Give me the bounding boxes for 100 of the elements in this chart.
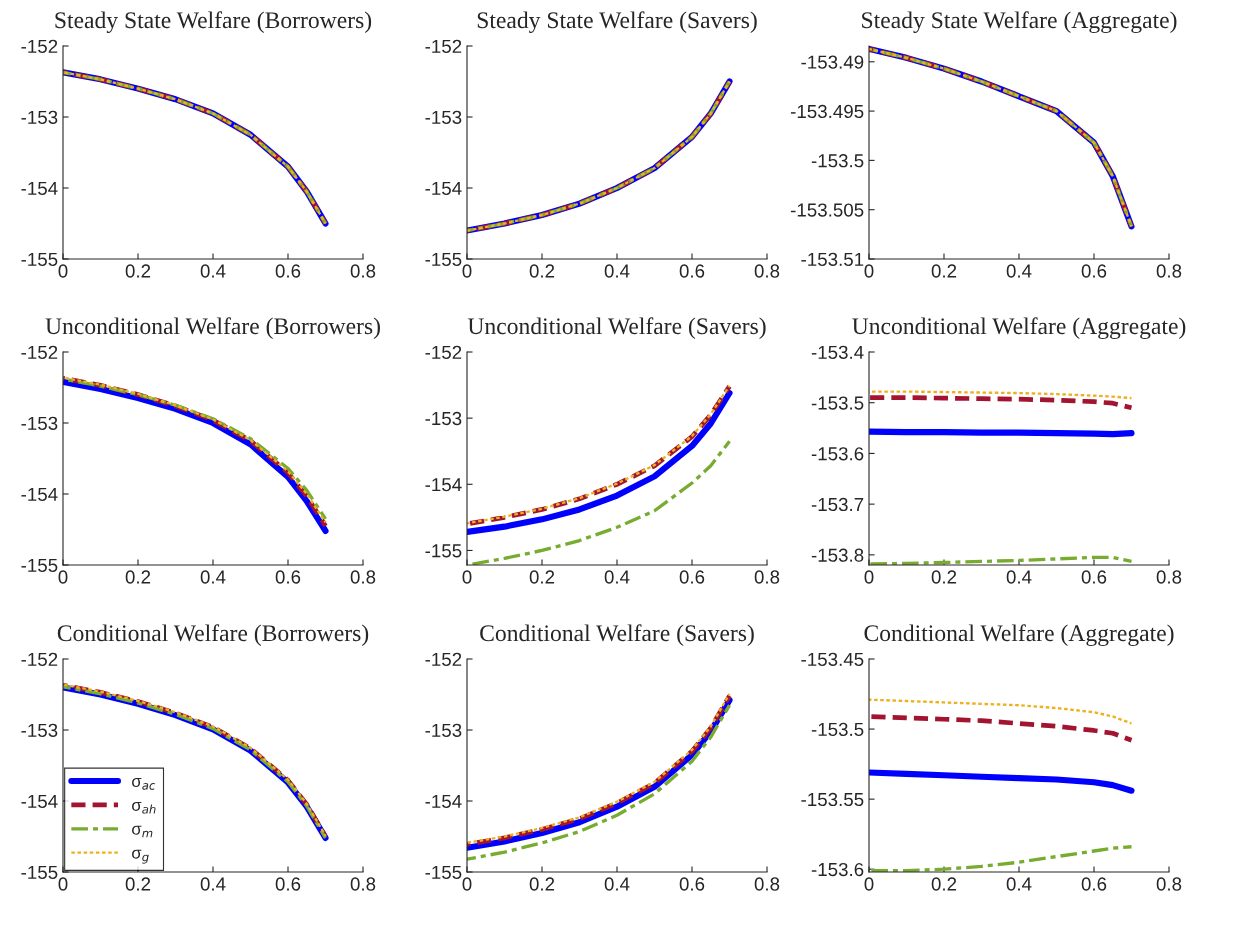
x-tick-label: 0.8 bbox=[350, 570, 376, 584]
x-tick-label: 0 bbox=[462, 877, 472, 891]
y-tick-label: -153.55 bbox=[801, 792, 864, 807]
x-tick-label: 0.2 bbox=[529, 570, 555, 584]
x-tick-label: 0.4 bbox=[200, 877, 226, 891]
y-tick-label: -153.4 bbox=[811, 345, 864, 359]
x-tick-label: 0.4 bbox=[604, 264, 630, 278]
x-tick-label: 0.6 bbox=[679, 264, 705, 278]
line-series bbox=[869, 714, 1134, 743]
y-tick-label: -153.51 bbox=[801, 252, 864, 266]
x-tick-label: 0.8 bbox=[1156, 877, 1182, 891]
y-tick-label: -152 bbox=[21, 345, 58, 359]
y-tick-label: -153 bbox=[21, 723, 58, 737]
y-tick-label: -153.49 bbox=[801, 55, 864, 69]
y-tick-label: -153.8 bbox=[811, 548, 864, 562]
y-tick-label: -153 bbox=[21, 110, 58, 124]
y-tick-label: -155 bbox=[425, 865, 462, 879]
x-tick-label: 0.6 bbox=[1081, 570, 1107, 584]
x-tick-label: 0 bbox=[864, 570, 874, 584]
x-tick-label: 0.4 bbox=[200, 570, 226, 584]
y-tick-label: -153.505 bbox=[790, 203, 864, 217]
x-tick-label: 0.8 bbox=[754, 570, 780, 584]
x-tick-label: 0.2 bbox=[125, 264, 151, 278]
x-tick-label: 0.6 bbox=[679, 877, 705, 891]
y-tick-label: -152 bbox=[425, 345, 462, 359]
y-tick-label: -153.5 bbox=[811, 396, 864, 410]
x-tick-label: 0.2 bbox=[931, 264, 957, 278]
x-tick-label: 0.2 bbox=[125, 877, 151, 891]
y-tick-label: -152 bbox=[425, 39, 462, 53]
chart-title: Unconditional Welfare (Savers) bbox=[467, 317, 766, 339]
x-tick-label: 0.8 bbox=[754, 264, 780, 278]
x-tick-label: 0 bbox=[58, 264, 68, 278]
y-tick-label: -153.5 bbox=[811, 722, 864, 737]
x-tick-label: 0.2 bbox=[931, 877, 957, 891]
y-tick-label: -154 bbox=[425, 181, 462, 195]
y-tick-label: -154 bbox=[21, 181, 58, 195]
y-tick-label: -153 bbox=[425, 411, 462, 426]
y-tick-label: -153.5 bbox=[811, 154, 864, 168]
chart-title: Conditional Welfare (Borrowers) bbox=[57, 624, 369, 646]
chart-title: Unconditional Welfare (Aggregate) bbox=[852, 317, 1186, 340]
x-tick-label: 0 bbox=[58, 877, 68, 891]
y-tick-label: -153 bbox=[425, 110, 462, 124]
legend-label: σ$_{ac}$ bbox=[132, 778, 156, 790]
x-tick-label: 0.6 bbox=[679, 570, 705, 584]
x-tick-label: 0.4 bbox=[1006, 877, 1032, 891]
line-series bbox=[869, 390, 1133, 400]
x-tick-label: 0.8 bbox=[1156, 570, 1182, 584]
y-tick-label: -154 bbox=[425, 478, 462, 492]
y-tick-label: -155 bbox=[21, 558, 58, 572]
x-tick-label: 0.6 bbox=[275, 264, 301, 278]
legend-label: σ$_{ah}$ bbox=[132, 801, 156, 814]
y-tick-label: -154 bbox=[21, 794, 58, 808]
y-tick-label: -153 bbox=[425, 723, 462, 737]
x-tick-label: 0.8 bbox=[754, 877, 780, 891]
y-tick-label: -155 bbox=[21, 865, 58, 879]
y-tick-label: -153.6 bbox=[811, 447, 864, 461]
x-tick-label: 0.6 bbox=[1081, 264, 1107, 278]
chart-title: Unconditional Welfare (Borrowers) bbox=[45, 317, 380, 339]
chart-title: Steady State Welfare (Borrowers) bbox=[55, 11, 372, 34]
x-tick-label: 0.4 bbox=[604, 570, 630, 584]
x-tick-label: 0 bbox=[864, 264, 874, 278]
x-tick-label: 0.6 bbox=[1081, 877, 1107, 891]
line-series bbox=[869, 395, 1134, 411]
y-tick-label: -153.45 bbox=[801, 652, 864, 666]
y-tick-label: -155 bbox=[425, 544, 462, 558]
y-tick-label: -153.7 bbox=[811, 497, 864, 512]
y-tick-label: -152 bbox=[21, 652, 58, 666]
chart-title: Steady State Welfare (Savers) bbox=[477, 11, 757, 34]
x-tick-label: 0 bbox=[58, 570, 68, 584]
line-series bbox=[869, 845, 1134, 872]
y-tick-label: -153.6 bbox=[811, 862, 864, 877]
x-tick-label: 0.4 bbox=[1006, 570, 1032, 584]
x-tick-label: 0.2 bbox=[931, 570, 957, 584]
y-tick-label: -155 bbox=[425, 252, 462, 266]
x-tick-label: 0.8 bbox=[1156, 264, 1182, 278]
x-tick-label: 0.4 bbox=[604, 877, 630, 891]
y-tick-label: -152 bbox=[425, 652, 462, 666]
y-tick-label: -153 bbox=[21, 416, 58, 430]
x-tick-label: 0.4 bbox=[1006, 264, 1032, 278]
x-tick-label: 0.6 bbox=[275, 877, 301, 891]
x-tick-label: 0.2 bbox=[125, 570, 151, 584]
chart-title: Conditional Welfare (Savers) bbox=[480, 624, 754, 646]
x-tick-label: 0 bbox=[462, 264, 472, 278]
chart-title: Steady State Welfare (Aggregate) bbox=[862, 11, 1177, 34]
x-tick-label: 0.8 bbox=[350, 264, 376, 278]
x-tick-label: 0.2 bbox=[529, 264, 555, 278]
chart-title: Conditional Welfare (Aggregate) bbox=[864, 624, 1174, 647]
legend-label: σ$_{g}$ bbox=[132, 849, 149, 864]
y-tick-label: -155 bbox=[21, 252, 58, 266]
y-tick-label: -152 bbox=[21, 39, 58, 53]
x-tick-label: 0 bbox=[864, 877, 874, 891]
y-tick-label: -153.495 bbox=[790, 104, 864, 119]
line-series bbox=[869, 698, 1133, 725]
x-tick-label: 0.8 bbox=[350, 877, 376, 891]
legend-label: σ$_{m}$ bbox=[132, 825, 153, 838]
y-tick-label: -154 bbox=[21, 487, 58, 501]
x-tick-label: 0.6 bbox=[275, 570, 301, 584]
line-series bbox=[869, 555, 1134, 565]
x-tick-label: 0 bbox=[462, 570, 472, 584]
y-tick-label: -154 bbox=[425, 794, 462, 808]
